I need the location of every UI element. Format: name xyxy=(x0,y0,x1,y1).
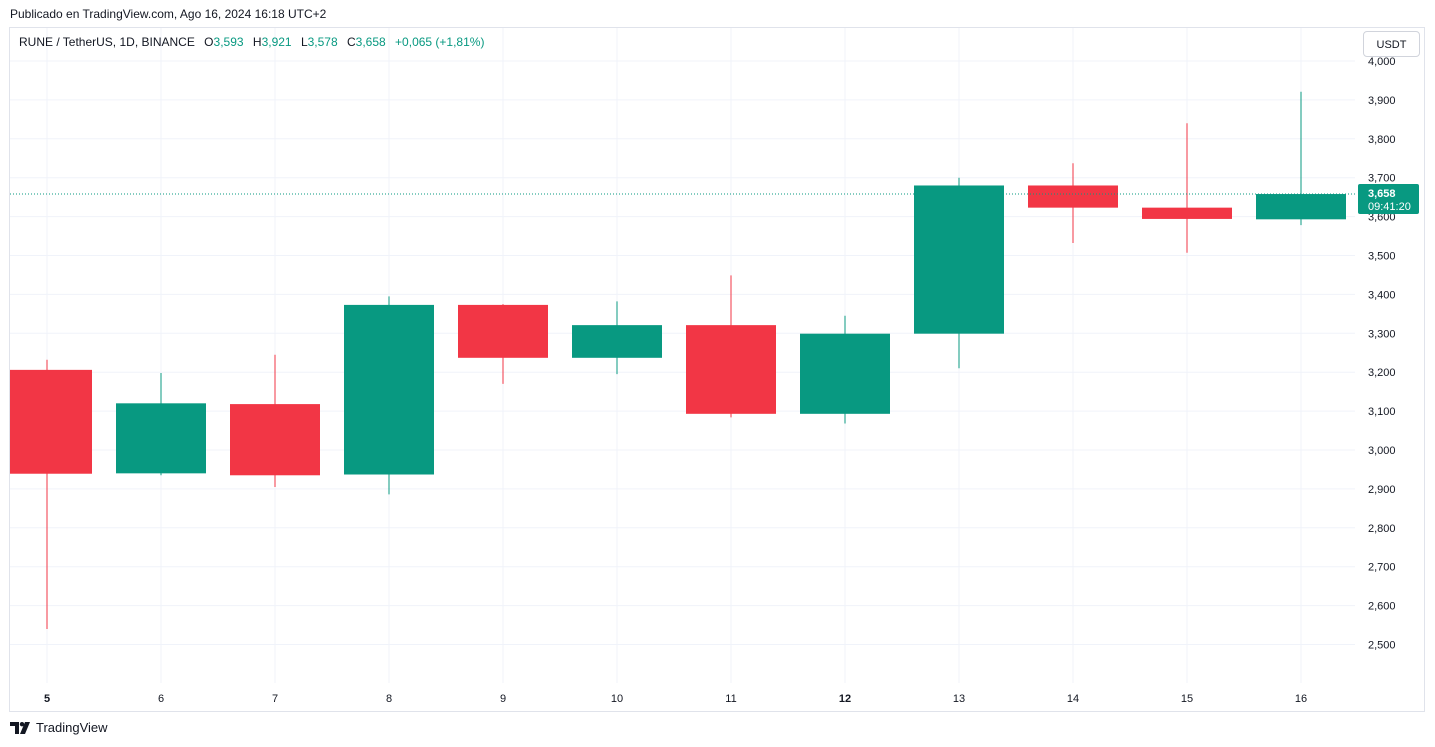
open-value: 3,593 xyxy=(213,35,244,49)
close-label: C xyxy=(347,35,356,49)
tradingview-logo-icon xyxy=(10,721,30,734)
x-tick-label: 11 xyxy=(725,693,736,705)
grid-lines xyxy=(10,28,1355,683)
currency-button[interactable]: USDT xyxy=(1363,31,1420,57)
chart-frame xyxy=(9,27,1425,712)
x-tick-label: 5 xyxy=(44,693,50,705)
y-tick-label: 3,500 xyxy=(1368,251,1396,263)
y-tick-label: 3,800 xyxy=(1368,134,1396,146)
candle-body[interactable] xyxy=(1028,185,1118,208)
y-tick-label: 3,900 xyxy=(1368,95,1396,107)
y-tick-label: 2,600 xyxy=(1368,601,1396,613)
y-tick-label: 3,100 xyxy=(1368,406,1396,418)
bar-countdown: 09:41:20 xyxy=(1368,201,1411,213)
brand-name: TradingView xyxy=(36,720,108,735)
published-caption: Publicado en TradingView.com, Ago 16, 20… xyxy=(10,7,327,21)
low-value: 3,578 xyxy=(307,35,338,49)
y-tick-label: 2,500 xyxy=(1368,640,1396,652)
y-axis: 2,500 2,600 2,700 2,800 2,900 3,000 3,100 3,200… xyxy=(1368,56,1396,652)
last-price-tag xyxy=(1358,184,1419,215)
candle-body[interactable] xyxy=(1256,194,1346,220)
symbol-title: RUNE / TetherUS, 1D, BINANCE xyxy=(19,35,195,49)
y-tick-label: 3,200 xyxy=(1368,367,1396,379)
candle-body[interactable] xyxy=(800,333,890,414)
y-tick-label: 3,000 xyxy=(1368,445,1396,457)
change-value: +0,065 (+1,81%) xyxy=(395,35,485,49)
y-tick-label: 4,000 xyxy=(1368,56,1396,68)
close-value: 3,658 xyxy=(355,35,386,49)
x-tick-label: 12 xyxy=(839,693,851,705)
x-tick-label: 13 xyxy=(953,693,965,705)
candle-body[interactable] xyxy=(914,185,1004,334)
candle-body[interactable] xyxy=(10,369,92,474)
candle-body[interactable] xyxy=(458,304,548,358)
y-tick-label: 2,900 xyxy=(1368,484,1396,496)
x-tick-label: 7 xyxy=(272,693,278,705)
high-label: H xyxy=(252,35,262,49)
y-tick-label: 3,700 xyxy=(1368,173,1396,185)
x-tick-label: 6 xyxy=(158,693,164,705)
open-label: O xyxy=(204,35,214,49)
candle-body[interactable] xyxy=(230,404,320,476)
candle-body[interactable] xyxy=(1142,207,1232,219)
x-tick-label: 14 xyxy=(1067,693,1079,705)
candle-body[interactable] xyxy=(344,304,434,475)
x-axis: 5 6 7 8 9 10 11 12 13 14 15 16 xyxy=(44,693,1307,705)
x-tick-label: 16 xyxy=(1295,693,1307,705)
y-tick-label: 3,300 xyxy=(1368,328,1396,340)
candle-body[interactable] xyxy=(116,403,206,474)
x-tick-label: 8 xyxy=(386,693,392,705)
last-price-value: 3,658 xyxy=(1368,188,1396,200)
candles xyxy=(10,91,1346,629)
y-tick-label: 2,700 xyxy=(1368,562,1396,574)
x-tick-label: 9 xyxy=(500,693,506,705)
y-tick-label: 3,400 xyxy=(1368,289,1396,301)
y-tick-label: 3,600 xyxy=(1368,212,1396,224)
candle-body[interactable] xyxy=(572,325,662,358)
high-value: 3,921 xyxy=(261,35,292,49)
x-tick-label: 10 xyxy=(611,693,623,705)
x-tick-label: 15 xyxy=(1181,693,1193,705)
symbol-legend: RUNE / TetherUS, 1D, BINANCE O3,593 H3,9… xyxy=(19,35,484,49)
candle-body[interactable] xyxy=(686,325,776,414)
low-label: L xyxy=(300,35,308,49)
y-tick-label: 2,800 xyxy=(1368,523,1396,535)
tradingview-logo[interactable]: TradingView xyxy=(10,720,108,735)
